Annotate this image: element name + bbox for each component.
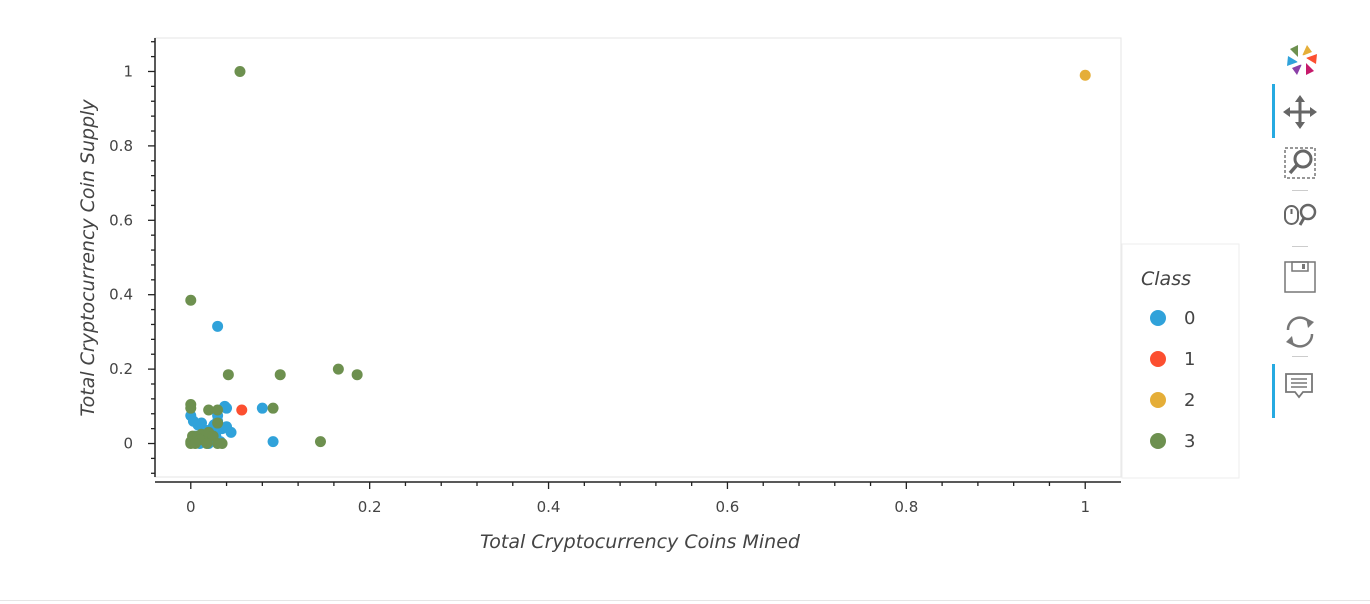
scatter-point-class-3[interactable] [314, 436, 326, 448]
y-tick-label: 0 [123, 435, 133, 453]
reset-tool[interactable] [1272, 308, 1328, 352]
y-tick-label: 0.4 [109, 286, 133, 304]
hover-icon [1285, 373, 1313, 399]
scatter-point-class-0[interactable] [221, 402, 233, 414]
scatter-point-class-2[interactable] [1079, 69, 1091, 81]
bokeh-logo[interactable] [1272, 34, 1328, 78]
legend-label: 1 [1184, 349, 1195, 370]
scatter-point-class-3[interactable] [203, 404, 215, 416]
y-axis-label: Total Cryptocurrency Coin Supply [77, 99, 99, 417]
scatter-point-class-3[interactable] [274, 369, 286, 381]
scatter-point-class-0[interactable] [256, 402, 268, 414]
y-tick-label: 1 [123, 62, 133, 80]
plot-frame [154, 37, 1122, 478]
x-tick-label: 0.6 [716, 498, 740, 516]
legend-label: 2 [1184, 390, 1195, 411]
legend-swatch [1150, 351, 1166, 367]
scatter-chart[interactable]: 0 0.2 0.4 0.6 0.8 1 0 0.2 0.4 0.6 0.8 1 Total Cryp… [0, 0, 1250, 600]
x-tick-label: 1 [1080, 498, 1090, 516]
hover-tool[interactable] [1272, 360, 1328, 418]
x-tick-label: 0.4 [537, 498, 561, 516]
y-axis: 0 0.2 0.4 0.6 0.8 1 [109, 38, 156, 477]
legend-label: 0 [1184, 308, 1195, 329]
bokeh-logo-icon [1287, 45, 1317, 75]
legend-box [1121, 243, 1240, 479]
output-divider [0, 600, 1370, 601]
pan-icon [1283, 95, 1317, 129]
legend-swatch [1150, 392, 1166, 408]
plot-toolbar [1272, 34, 1332, 424]
legend-swatch [1150, 433, 1166, 449]
wheel-zoom-icon [1284, 203, 1317, 226]
legend: Class 0 1 2 3 [1121, 243, 1240, 479]
box-zoom-tool[interactable] [1272, 138, 1328, 182]
legend-title: Class [1141, 268, 1191, 290]
scatter-point-class-3[interactable] [189, 438, 201, 450]
save-icon [1284, 261, 1316, 293]
x-axis-label: Total Cryptocurrency Coins Mined [480, 531, 801, 553]
scatter-point-class-3[interactable] [222, 369, 234, 381]
x-axis: 0 0.2 0.4 0.6 0.8 1 [155, 481, 1121, 516]
scatter-point-class-3[interactable] [212, 417, 224, 429]
scatter-point-class-0[interactable] [212, 320, 224, 332]
x-tick-label: 0.2 [358, 498, 382, 516]
scatter-point-class-3[interactable] [201, 438, 213, 450]
legend-label: 3 [1184, 431, 1195, 452]
data-points [185, 65, 1091, 450]
save-tool[interactable] [1272, 250, 1328, 294]
scatter-point-class-3[interactable] [332, 363, 344, 375]
pan-tool[interactable] [1272, 80, 1328, 138]
legend-swatch [1150, 310, 1166, 326]
scatter-point-class-3[interactable] [267, 402, 279, 414]
y-tick-label: 0.8 [109, 137, 133, 155]
y-tick-label: 0.6 [109, 211, 133, 229]
x-tick-label: 0 [186, 498, 196, 516]
scatter-point-class-0[interactable] [267, 436, 279, 448]
wheel-zoom-tool[interactable] [1272, 194, 1328, 238]
scatter-point-class-3[interactable] [185, 402, 197, 414]
box-zoom-icon [1284, 147, 1316, 179]
scatter-point-class-3[interactable] [351, 369, 363, 381]
x-tick-label: 0.8 [894, 498, 918, 516]
reset-icon [1286, 316, 1314, 348]
y-tick-label: 0.2 [109, 360, 133, 378]
scatter-point-class-0[interactable] [225, 426, 237, 438]
toolbar-separator [1292, 190, 1308, 191]
scatter-point-class-3[interactable] [234, 65, 246, 77]
scatter-point-class-1[interactable] [236, 404, 248, 416]
toolbar-separator [1292, 356, 1308, 357]
scatter-point-class-3[interactable] [212, 404, 224, 416]
toolbar-separator [1292, 246, 1308, 247]
scatter-point-class-3[interactable] [185, 294, 197, 306]
scatter-point-class-3[interactable] [216, 438, 228, 450]
